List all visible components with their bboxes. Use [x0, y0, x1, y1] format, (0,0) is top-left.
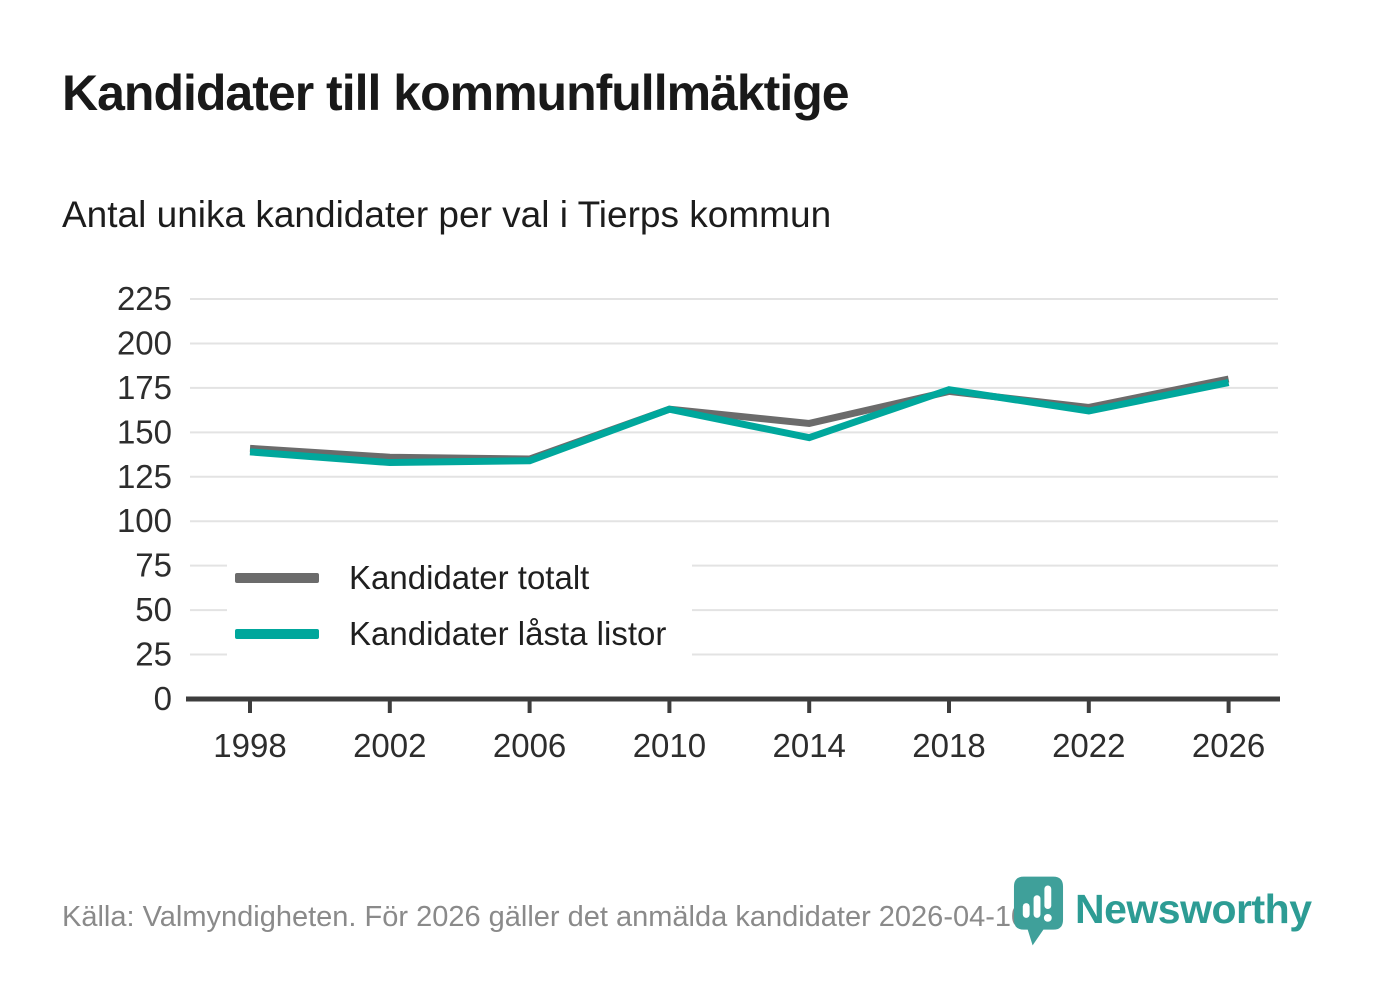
x-tick-label: 1998 [213, 727, 286, 764]
newsworthy-logo: Newsworthy [1012, 874, 1312, 948]
legend-label-lasta-listor: Kandidater låsta listor [349, 615, 667, 652]
series-line-totalt [249, 375, 1230, 463]
legend-item-lasta-listor: Kandidater låsta listor [235, 606, 666, 662]
x-tick-label: 2018 [912, 727, 985, 764]
x-tick-label: 2026 [1192, 727, 1265, 764]
y-tick-label: 175 [117, 369, 172, 406]
x-tick-label: 2002 [353, 727, 426, 764]
legend-swatch-lasta-listor-icon [235, 629, 319, 639]
series-line-lasta-listor [249, 379, 1230, 467]
y-tick-label: 225 [117, 280, 172, 317]
legend-label-totalt: Kandidater totalt [349, 559, 590, 596]
chart-legend: Kandidater totalt Kandidater låsta listo… [227, 548, 693, 664]
x-axis-ticks [248, 701, 1231, 713]
gridlines [190, 298, 1278, 656]
x-axis-labels: 1998 2002 2006 2010 2014 2018 2022 2026 [213, 727, 1265, 764]
source-note: Källa: Valmyndigheten. För 2026 gäller d… [62, 901, 1036, 933]
x-tick-label: 2022 [1052, 727, 1125, 764]
x-tick-label: 2010 [633, 727, 706, 764]
exclamation-dot [1043, 913, 1052, 922]
y-tick-label: 25 [135, 636, 172, 673]
y-tick-label: 50 [135, 591, 172, 628]
chart-title: Kandidater till kommunfullmäktige [62, 65, 850, 121]
y-tick-label: 0 [154, 680, 172, 717]
chart-subtitle: Antal unika kandidater per val i Tierps … [62, 194, 832, 235]
legend-swatch-totalt-icon [235, 573, 319, 583]
y-tick-label: 75 [135, 547, 172, 584]
y-tick-label: 150 [117, 413, 172, 450]
newsworthy-wordmark: Newsworthy [1075, 886, 1312, 932]
x-tick-label: 2014 [772, 727, 845, 764]
x-tick-label: 2006 [493, 727, 566, 764]
y-tick-label: 200 [117, 324, 172, 361]
newsworthy-pin-icon [1013, 876, 1064, 946]
legend-item-totalt: Kandidater totalt [235, 550, 666, 606]
y-tick-label: 125 [117, 458, 172, 495]
y-axis-labels: 0 25 50 75 100 125 150 175 200 225 [117, 280, 172, 717]
y-tick-label: 100 [117, 502, 172, 539]
